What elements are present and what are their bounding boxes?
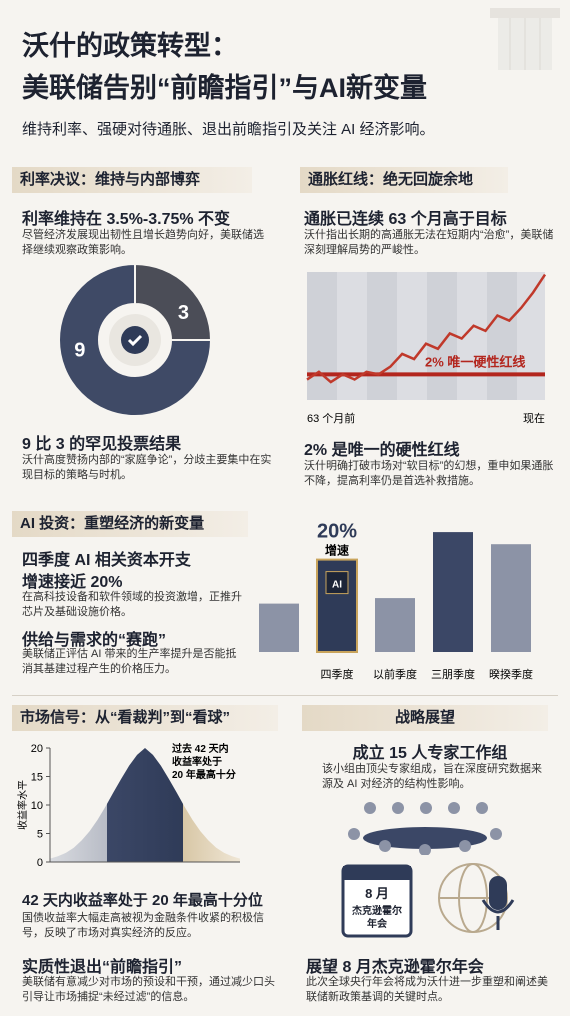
- annotation-value: 20%: [317, 521, 357, 543]
- annotation: 过去 42 天内: [172, 742, 229, 755]
- calendar-text: 杰克逊霍尔: [352, 906, 402, 917]
- text: 沃什指出长期的高通胀无法在短期内“治愈”，美联储深刻理解局势的严峻性。: [304, 229, 554, 256]
- bell-area: [50, 748, 240, 862]
- team-icon: [348, 802, 502, 855]
- text: 国债收益率大幅走高被视为金融条件收紧的积极信号，反映了市场对真实经济的反应。: [22, 912, 264, 939]
- globe-mic-icon: [438, 863, 515, 933]
- headline: 通胀已连续 63 个月高于目标: [304, 211, 507, 228]
- section-heading: AI 投资：重塑经济的新变量: [12, 511, 248, 537]
- reference-label: 2% 唯一硬性红线: [425, 354, 525, 369]
- y-axis-label: 收益率水平: [16, 780, 29, 830]
- annotation: 20 年最高十分: [172, 768, 236, 781]
- bar: [259, 603, 299, 652]
- data-label: 9: [74, 340, 85, 362]
- section-heading: 战略展望: [302, 705, 548, 731]
- band: [427, 272, 457, 400]
- band: [367, 272, 397, 400]
- x-tick-label: 三朋季度: [431, 667, 475, 681]
- chip-label: AI: [332, 580, 342, 591]
- text: 美联储有意减少对市场的预设和干预，通过减少口头引导让市场捕捉“未经过滤”的信息。: [22, 976, 275, 1003]
- section-heading: 通胀红线：绝无回旋余地: [300, 167, 508, 193]
- headline: 2% 是唯一的硬性红线: [304, 442, 460, 459]
- headline: 9 比 3 的罕见投票结果: [22, 436, 182, 453]
- headline: 展望 8 月杰克逊霍尔年会: [306, 959, 484, 976]
- section-heading: 市场信号：从“看裁判”到“看球”: [12, 705, 278, 731]
- y-tick-label: 10: [31, 800, 43, 812]
- text: 在高科技设备和软件领域的投资激增，正推升芯片及基础设施价格。: [22, 591, 242, 618]
- annotation: 收益率处于: [172, 755, 222, 768]
- headline: 实质性退出“前瞻指引”: [22, 959, 183, 976]
- headline: 42 天内收益率处于 20 年最高十分位: [22, 892, 263, 909]
- headline: 成立 15 人专家工作组: [352, 745, 508, 762]
- text: 尽管经济发展现出韧性且增长趋势向好，美联储选择继续观察政策影响。: [22, 229, 264, 256]
- headline: 四季度 AI 相关资本开支: [22, 552, 191, 569]
- check-icon: [127, 334, 143, 347]
- text: 沃什明确打破市场对“软目标”的幻想，重申如果通胀不降，提高利率仍是首选补救措施。: [304, 460, 554, 487]
- headline: 增速接近 20%: [22, 574, 123, 591]
- bar: [375, 598, 415, 652]
- data-label: 3: [178, 302, 189, 324]
- text: 美联储正评估 AI 带来的生产率提升是否能抵消其基建过程产生的价格压力。: [22, 648, 237, 675]
- y-tick-label: 0: [37, 857, 43, 869]
- donut-segment: [58, 262, 213, 417]
- calendar-month: 8 月: [365, 886, 389, 901]
- chip-icon: [325, 571, 349, 595]
- x-tick-label: 四季度: [321, 667, 354, 681]
- vote-donut: 93: [58, 262, 213, 417]
- text: 沃什高度赞扬内部的“家庭争论”，分歧主要集中在实现目标的策略与时机。: [22, 454, 272, 481]
- title: 沃什的政策转型：: [22, 31, 238, 61]
- title: 美联储告别“前瞻指引”与AI新变量: [22, 73, 427, 103]
- annotation-label: 增速: [325, 543, 349, 558]
- bar: [491, 544, 531, 652]
- band: [307, 272, 337, 400]
- text: 该小组由顶尖专家组成，旨在深度研究数据来源及 AI 对经济的结构性影响。: [322, 763, 542, 790]
- subtitle: 维持利率、强硬对待通胀、退出前瞻指引及关注 AI 经济影响。: [22, 121, 435, 138]
- x-tick-label: 暌揆季度: [489, 667, 533, 681]
- y-tick-label: 20: [31, 743, 43, 755]
- inflation-chart: 2% 唯一硬性红线 63 个月前 现在: [306, 272, 547, 425]
- y-tick-label: 15: [31, 772, 43, 784]
- divider: [12, 695, 558, 696]
- column-decoration: [490, 8, 560, 70]
- headline: 供给与需求的“赛跑”: [22, 632, 167, 649]
- y-tick-label: 5: [37, 829, 43, 841]
- x-tick-label: 以前季度: [373, 667, 417, 681]
- x-tick-label: 现在: [523, 412, 545, 425]
- text: 此次全球央行年会将成为沃什进一步重塑和阐述美联储新政策基调的关键时点。: [306, 976, 548, 1003]
- headline: 利率维持在 3.5%-3.75% 不变: [22, 211, 231, 228]
- section-heading: 利率决议：维持与内部博弈: [12, 167, 252, 193]
- x-tick-label: 63 个月前: [307, 411, 355, 425]
- calendar-icon: [341, 864, 413, 938]
- inflation-line: [306, 273, 547, 384]
- calendar-text: 年会: [367, 919, 387, 930]
- band: [487, 272, 517, 400]
- bar: [433, 532, 473, 652]
- donut-segment: [134, 262, 213, 341]
